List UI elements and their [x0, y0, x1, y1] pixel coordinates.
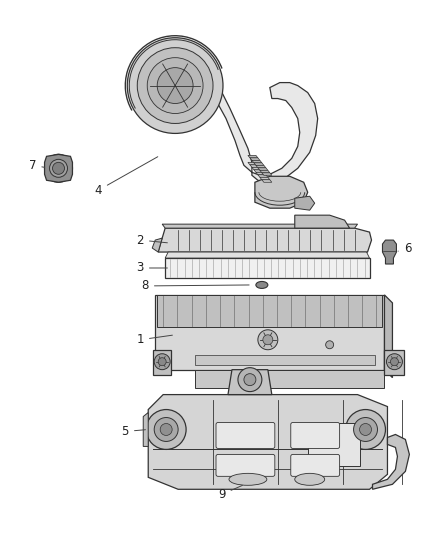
- Circle shape: [154, 417, 178, 441]
- Text: 7: 7: [29, 159, 45, 172]
- Circle shape: [346, 409, 385, 449]
- Polygon shape: [252, 160, 262, 163]
- Circle shape: [258, 330, 278, 350]
- Polygon shape: [165, 258, 370, 278]
- Text: 1: 1: [137, 333, 173, 346]
- Circle shape: [127, 38, 223, 133]
- Polygon shape: [228, 370, 272, 394]
- Circle shape: [45, 155, 72, 182]
- Polygon shape: [148, 394, 388, 489]
- Polygon shape: [258, 168, 268, 171]
- Text: 9: 9: [218, 486, 242, 501]
- Polygon shape: [157, 295, 382, 327]
- Polygon shape: [258, 175, 268, 177]
- Circle shape: [154, 354, 170, 370]
- Polygon shape: [254, 170, 264, 172]
- Polygon shape: [385, 295, 392, 378]
- Circle shape: [53, 163, 64, 174]
- Polygon shape: [143, 413, 148, 447]
- Circle shape: [238, 368, 262, 392]
- Polygon shape: [382, 240, 396, 264]
- FancyBboxPatch shape: [216, 455, 275, 477]
- Polygon shape: [260, 177, 270, 180]
- Polygon shape: [152, 238, 162, 252]
- Polygon shape: [262, 180, 272, 182]
- Circle shape: [353, 417, 378, 441]
- Polygon shape: [195, 370, 385, 387]
- Circle shape: [49, 159, 67, 177]
- Polygon shape: [148, 49, 318, 182]
- Circle shape: [158, 358, 166, 366]
- Polygon shape: [260, 171, 270, 173]
- Polygon shape: [45, 155, 72, 182]
- Text: 3: 3: [137, 262, 167, 274]
- Circle shape: [244, 374, 256, 385]
- Circle shape: [390, 358, 399, 366]
- Polygon shape: [255, 176, 308, 208]
- Polygon shape: [254, 163, 264, 165]
- Polygon shape: [385, 350, 404, 375]
- Circle shape: [263, 335, 273, 345]
- Polygon shape: [256, 165, 266, 168]
- Circle shape: [160, 424, 172, 435]
- Polygon shape: [248, 155, 258, 158]
- Polygon shape: [308, 423, 360, 466]
- FancyBboxPatch shape: [216, 423, 275, 448]
- Ellipse shape: [229, 473, 267, 486]
- Text: 2: 2: [137, 233, 167, 247]
- Circle shape: [137, 47, 213, 124]
- Text: 5: 5: [122, 425, 145, 438]
- Polygon shape: [248, 163, 258, 165]
- Polygon shape: [295, 196, 314, 210]
- Polygon shape: [262, 173, 272, 175]
- FancyBboxPatch shape: [291, 455, 339, 477]
- Polygon shape: [165, 252, 370, 258]
- Circle shape: [326, 341, 334, 349]
- Polygon shape: [256, 172, 266, 175]
- Polygon shape: [372, 434, 410, 489]
- Polygon shape: [153, 350, 171, 375]
- Polygon shape: [195, 355, 374, 365]
- Polygon shape: [250, 158, 260, 160]
- Text: 4: 4: [95, 157, 158, 197]
- Polygon shape: [252, 167, 262, 170]
- Polygon shape: [158, 228, 371, 252]
- Polygon shape: [162, 224, 357, 228]
- Polygon shape: [250, 165, 260, 167]
- Circle shape: [360, 424, 371, 435]
- Circle shape: [146, 409, 186, 449]
- Ellipse shape: [256, 281, 268, 288]
- Polygon shape: [155, 295, 385, 370]
- Polygon shape: [295, 215, 350, 228]
- Text: 8: 8: [141, 279, 249, 293]
- Circle shape: [147, 58, 203, 114]
- FancyBboxPatch shape: [291, 423, 339, 448]
- Ellipse shape: [295, 473, 325, 486]
- Circle shape: [157, 68, 193, 103]
- Circle shape: [386, 354, 403, 370]
- Text: 6: 6: [398, 241, 411, 255]
